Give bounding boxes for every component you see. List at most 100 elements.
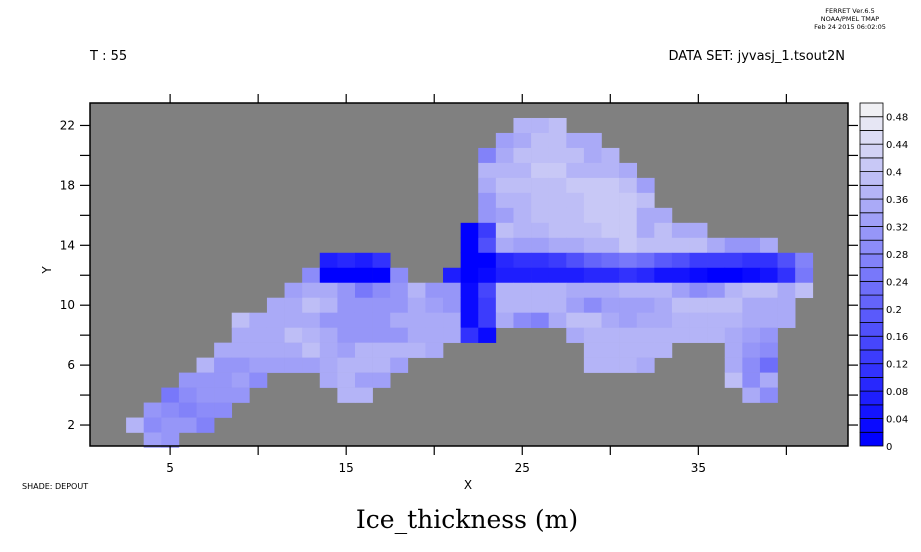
heatmap-cell — [460, 327, 479, 343]
heatmap-cell — [689, 282, 708, 299]
heatmap-cell — [566, 177, 585, 194]
heatmap-cell — [478, 267, 497, 284]
colorbar-swatch — [859, 431, 884, 447]
heatmap-cell — [583, 252, 602, 269]
heatmap-cell — [654, 342, 673, 358]
heatmap-cell — [178, 417, 197, 433]
heatmap-cell — [707, 297, 726, 313]
heatmap-cell — [619, 177, 638, 194]
heatmap-cell — [319, 372, 338, 388]
heatmap-cell — [495, 267, 514, 284]
heatmap-cell — [636, 312, 655, 328]
heatmap-cell — [566, 207, 585, 224]
heatmap-cell — [337, 372, 356, 388]
heatmap-cell — [231, 387, 250, 403]
heatmap-cell — [284, 312, 303, 328]
heatmap-cell — [425, 342, 444, 358]
heatmap-cell — [724, 267, 743, 284]
heatmap-cell — [302, 342, 321, 358]
heatmap-cell — [548, 147, 567, 164]
colorbar-swatch — [859, 267, 884, 282]
colorbar-label: 0.24 — [886, 277, 908, 288]
heatmap-cell — [372, 342, 391, 358]
heatmap-cell — [759, 297, 778, 313]
heatmap-cell — [619, 162, 638, 179]
heatmap-cell — [583, 207, 602, 224]
heatmap-cell — [425, 327, 444, 343]
heatmap-cell — [671, 237, 690, 254]
heatmap-cell — [619, 207, 638, 224]
colorbar-label: 0.08 — [886, 387, 908, 398]
heatmap-cell — [777, 282, 796, 299]
heatmap-cell — [478, 192, 497, 209]
colorbar-swatch — [859, 294, 884, 310]
heatmap-cell — [759, 327, 778, 343]
colorbar-swatch — [859, 280, 884, 296]
heatmap-cell — [654, 252, 673, 269]
colorbar-label: 0.36 — [886, 195, 908, 206]
heatmap-cell — [196, 372, 215, 388]
heatmap-cell — [495, 237, 514, 254]
heatmap-cell — [619, 267, 638, 284]
heatmap-cell — [619, 342, 638, 358]
colorbar-label: 0.4 — [886, 168, 902, 179]
y-tick-label: 2 — [67, 418, 75, 432]
heatmap-cell — [759, 267, 778, 284]
colorbar-label: 0.12 — [886, 360, 908, 371]
ferret-org: NOAA/PMEL TMAP — [821, 15, 879, 23]
heatmap-cell — [372, 357, 391, 373]
colorbar-swatch — [859, 116, 884, 131]
heatmap-cell — [319, 297, 338, 313]
heatmap-cell — [531, 312, 549, 328]
heatmap-cell — [372, 312, 391, 328]
heatmap-cell — [601, 237, 620, 254]
heatmap-cells — [126, 117, 814, 448]
heatmap-cell — [548, 252, 567, 269]
heatmap-cell — [372, 372, 391, 388]
heatmap-cell — [566, 252, 585, 269]
heatmap-cell — [478, 177, 497, 194]
heatmap-cell — [724, 252, 743, 269]
heatmap-cell — [354, 342, 373, 358]
heatmap-cell — [478, 282, 497, 299]
heatmap-cell — [249, 312, 268, 328]
heatmap-cell — [689, 252, 708, 269]
heatmap-cell — [337, 252, 356, 269]
heatmap-cell — [196, 357, 215, 373]
heatmap-cell — [460, 237, 479, 254]
heatmap-cell — [795, 267, 814, 284]
colorbar-label: 0.04 — [886, 415, 908, 426]
heatmap-cell — [214, 372, 233, 388]
heatmap-cell — [390, 342, 409, 358]
heatmap-cell — [495, 297, 514, 313]
heatmap-cell — [372, 252, 391, 269]
heatmap-cell — [619, 252, 638, 269]
heatmap-cell — [619, 222, 638, 239]
heatmap-cell — [478, 327, 497, 343]
heatmap-cell — [671, 297, 690, 313]
heatmap-cell — [636, 342, 655, 358]
heatmap-cell — [531, 237, 549, 254]
heatmap-cell — [337, 327, 356, 343]
heatmap-cell — [513, 237, 532, 254]
heatmap-cell — [161, 387, 180, 403]
heatmap-cell — [284, 327, 303, 343]
colorbar-swatch — [859, 308, 884, 323]
heatmap-cell — [390, 357, 409, 373]
heatmap-cell — [319, 267, 338, 284]
colorbar-swatch — [859, 376, 884, 392]
colorbar-swatch — [859, 335, 884, 351]
plot-title: Ice_thickness (m) — [356, 505, 578, 534]
heatmap-cell — [143, 417, 162, 433]
heatmap-cell — [583, 327, 602, 343]
heatmap-cell — [478, 222, 497, 239]
heatmap-cell — [214, 357, 233, 373]
heatmap-cell — [495, 207, 514, 224]
heatmap-cell — [513, 312, 532, 328]
heatmap-cell — [707, 312, 726, 328]
heatmap-cell — [689, 237, 708, 254]
heatmap-cell — [759, 372, 778, 388]
heatmap-cell — [425, 297, 444, 313]
colorbar-label: 0.28 — [886, 250, 908, 261]
heatmap-cell — [443, 282, 461, 299]
